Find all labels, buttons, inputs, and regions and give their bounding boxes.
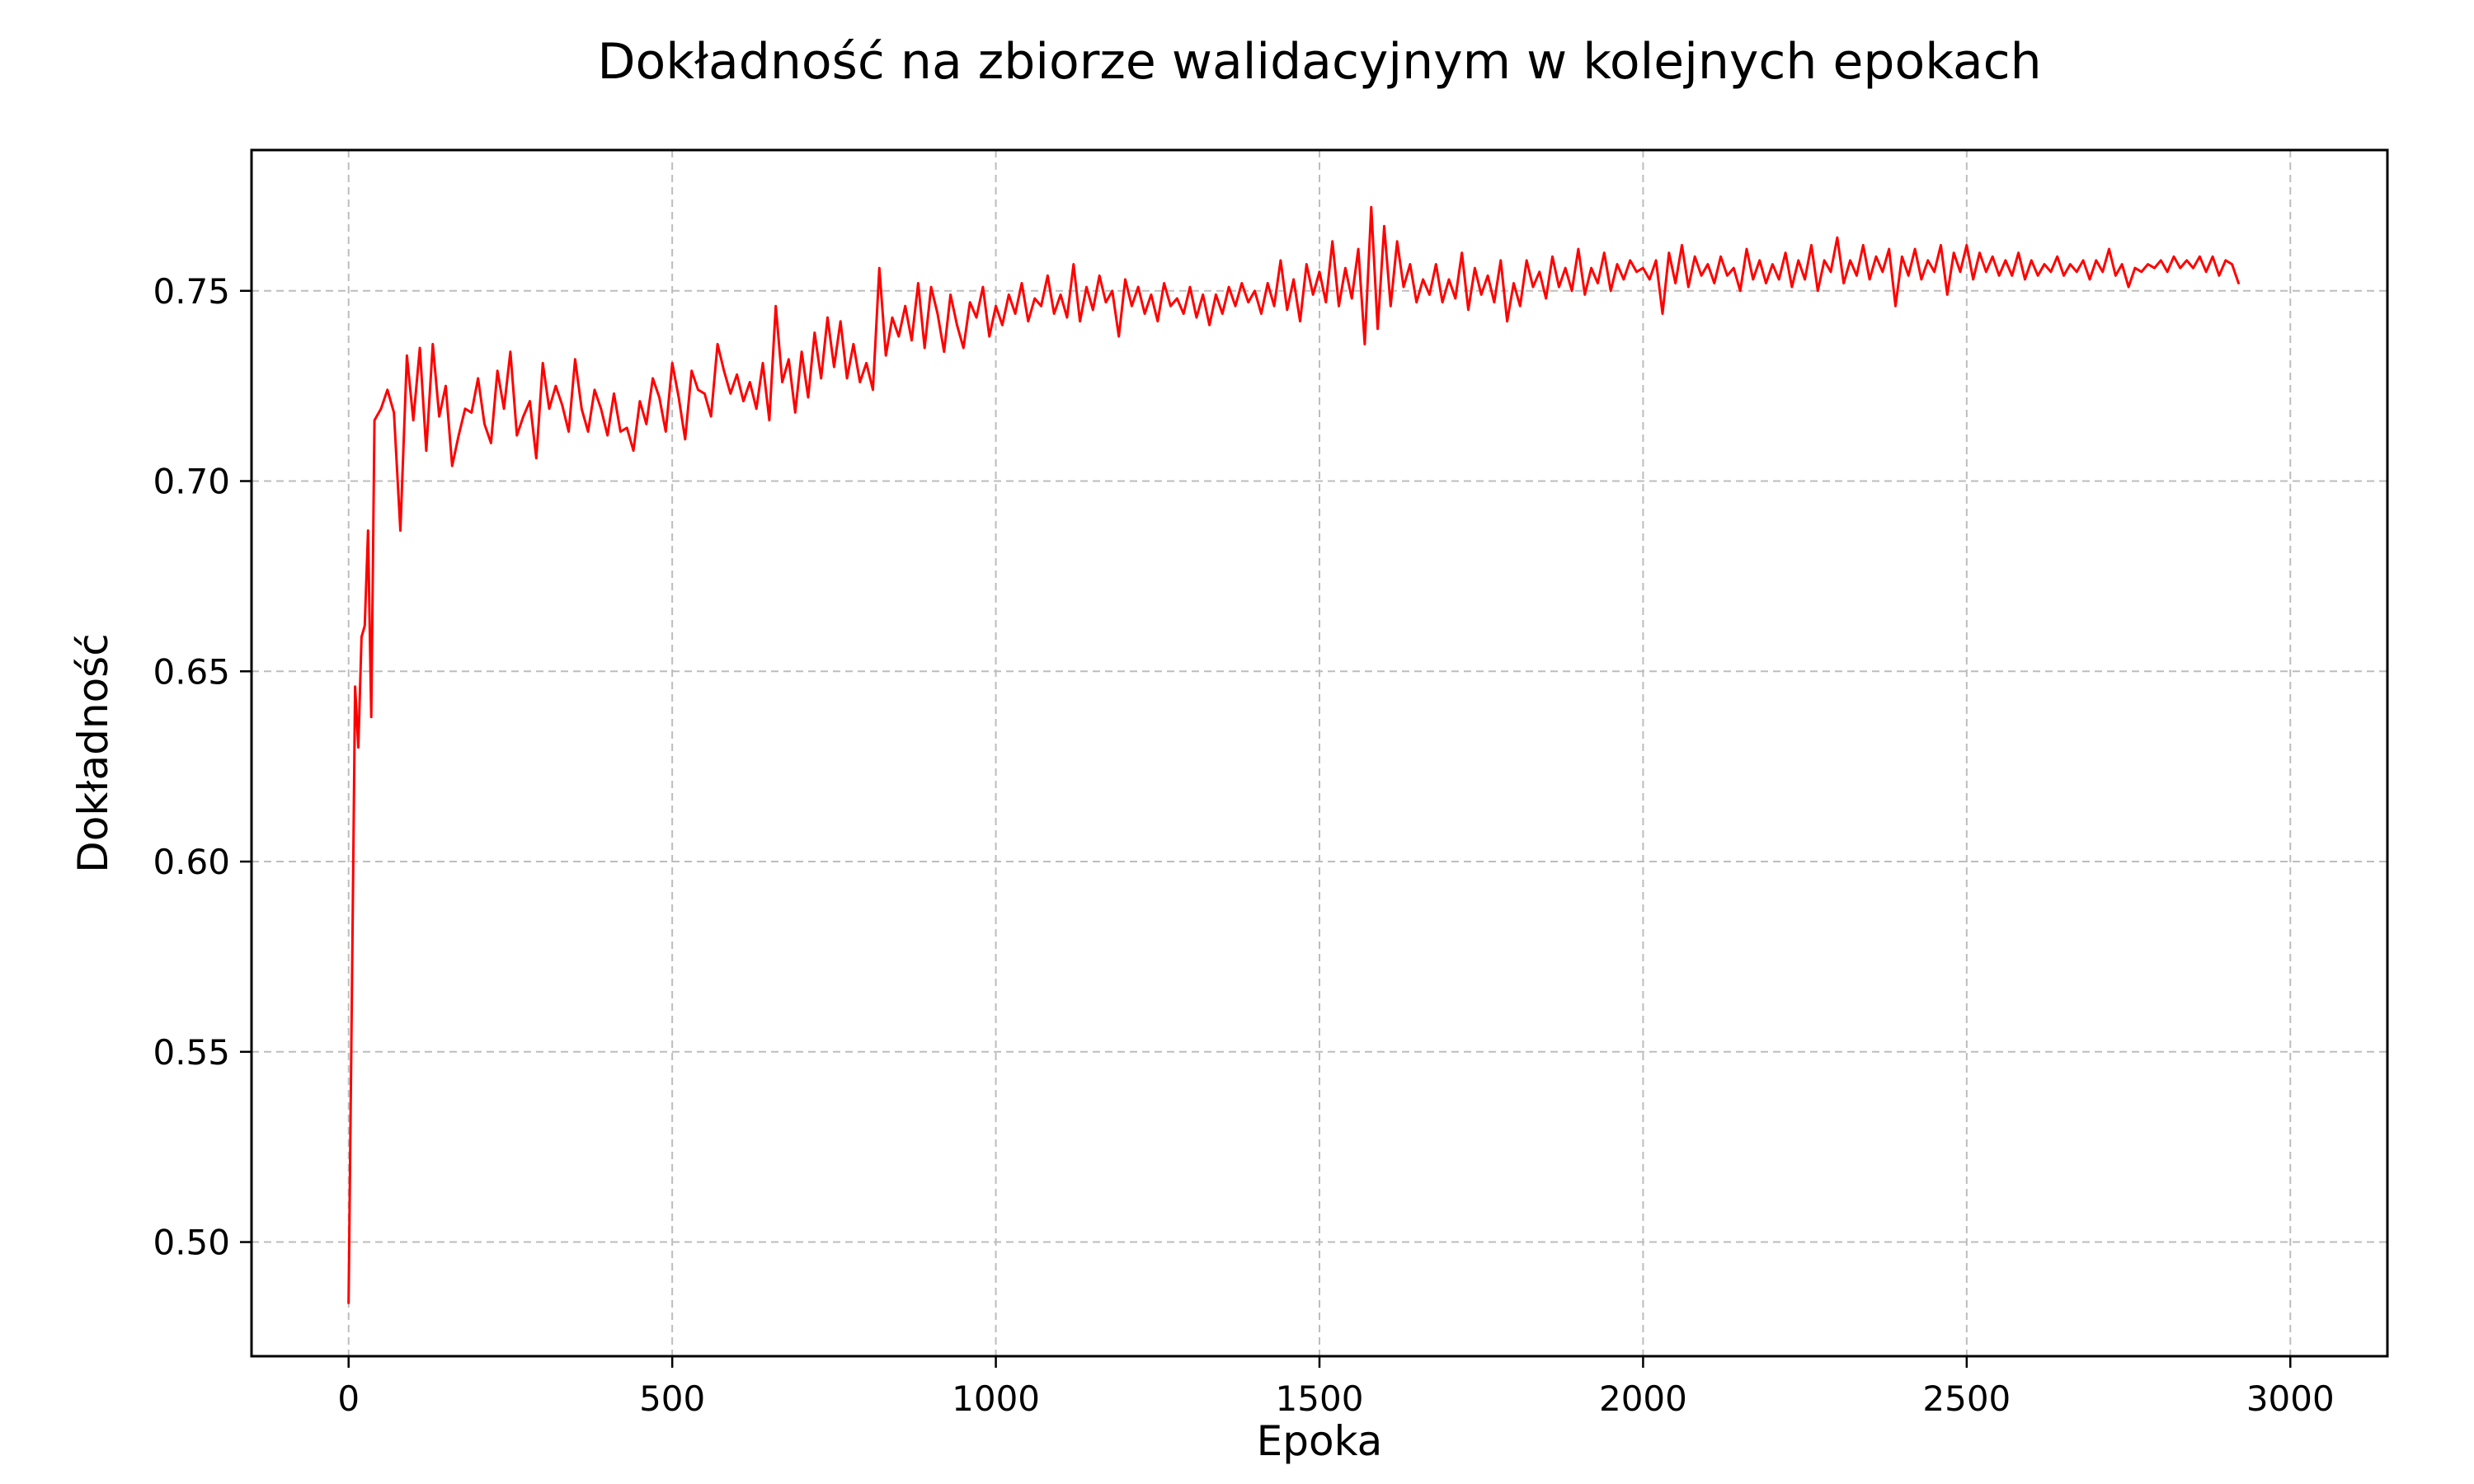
chart-title: Dokładność na zbiorze walidacyjnym w kol…: [597, 33, 2041, 91]
y-axis-label: Dokładność: [69, 633, 117, 872]
x-tick-label: 3000: [2246, 1378, 2335, 1419]
x-tick-label: 2000: [1599, 1378, 1687, 1419]
x-tick-label: 1500: [1276, 1378, 1364, 1419]
grid-layer: [252, 150, 2387, 1356]
series-layer: [347, 205, 2240, 1304]
y-tick-label: 0.70: [153, 462, 230, 502]
x-tick-label: 0: [337, 1378, 360, 1419]
y-tick-label: 0.65: [153, 651, 230, 692]
x-axis-label: Epoka: [1257, 1417, 1383, 1465]
x-tick-label: 2500: [1922, 1378, 2011, 1419]
y-tick-label: 0.50: [153, 1223, 230, 1263]
y-tick-label: 0.60: [153, 842, 230, 882]
ticks-layer: 0 500 1000 1500 2000 2500 3000 0.50 0.55 0.60 0.65…: [153, 271, 2334, 1419]
y-tick-label: 0.75: [153, 271, 230, 312]
series-line-0: [347, 205, 2240, 1304]
plot-frame: [250, 148, 2389, 1358]
y-tick-label: 0.55: [153, 1032, 230, 1073]
x-tick-label: 500: [639, 1378, 705, 1419]
x-tick-label: 1000: [952, 1378, 1040, 1419]
